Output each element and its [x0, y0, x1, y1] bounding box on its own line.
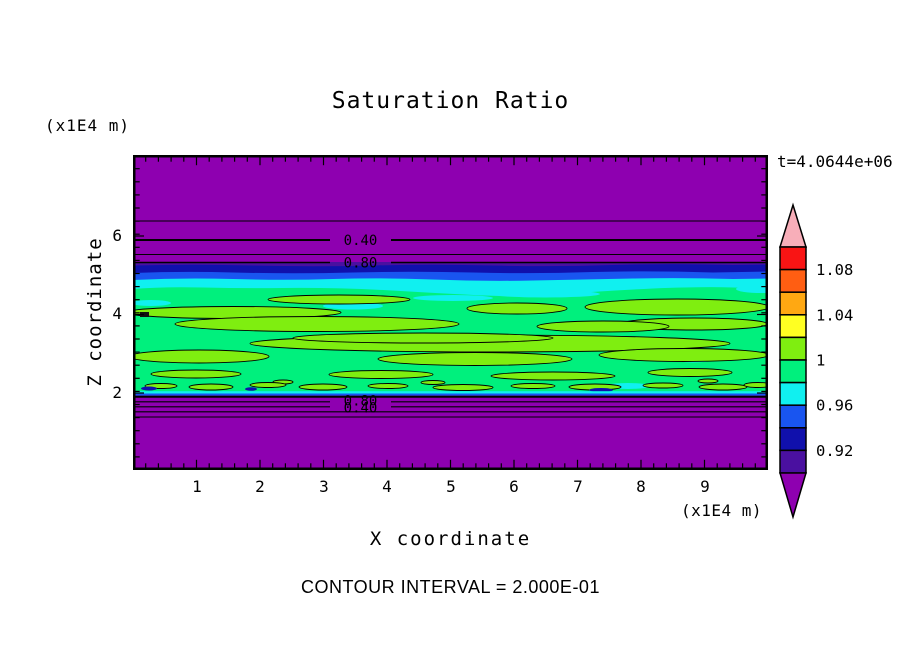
x-tick-label-5: 5	[446, 477, 456, 496]
contour-label-upper-080: 0.80	[344, 256, 378, 272]
timestamp-label: t=4.0644e+06	[777, 152, 893, 171]
x-tick-label-2: 2	[255, 477, 265, 496]
x-axis-title: X coordinate	[369, 528, 532, 550]
colorbar-segment	[779, 336, 807, 361]
x-tick-label-8: 8	[636, 477, 646, 496]
colorbar-segment	[779, 291, 807, 316]
lower-under-range	[133, 395, 768, 470]
contour-lines	[133, 220, 768, 418]
x-tick-label-9: 9	[700, 477, 710, 496]
y-axis-unit-label: (x1E4 m)	[45, 116, 131, 135]
contour-interval-note: CONTOUR INTERVAL = 2.000E-01	[301, 577, 600, 597]
x-tick-label-7: 7	[573, 477, 583, 496]
y-tick-label-6: 6	[112, 226, 122, 245]
contour-label-lower-080: 0.80	[344, 394, 378, 410]
y-tick-label-4: 4	[112, 304, 122, 323]
colorbar-segment	[779, 268, 807, 293]
contour-label-upper-040: 0.40	[344, 233, 378, 249]
colorbar-segment	[779, 404, 807, 429]
x-tick-label-4: 4	[382, 477, 392, 496]
colorbar-segment	[779, 449, 807, 474]
chartreuse-lenses	[133, 294, 768, 391]
y-tick-label-2: 2	[112, 383, 122, 402]
colorbar-tick-label: 1.08	[816, 261, 853, 279]
contour-field	[133, 155, 768, 470]
colorbar-segment	[779, 427, 807, 452]
colorbar-segment	[779, 381, 807, 406]
lower-blue-stripe	[133, 393, 768, 396]
axis-ticks	[135, 157, 766, 468]
colorbar: 1.08 1.04 1 0.96 0.92	[778, 202, 853, 520]
contour-label-lower-040: 0.40	[344, 401, 378, 417]
x-tick-label-3: 3	[319, 477, 329, 496]
x-tick-label-1: 1	[192, 477, 202, 496]
colorbar-under-arrow	[778, 472, 808, 520]
colorbar-segment	[779, 314, 807, 339]
chart-title: Saturation Ratio	[331, 88, 570, 114]
colorbar-tick-label: 1.04	[816, 306, 853, 324]
colorbar-tick-label: 1	[816, 352, 825, 370]
colorbar-over-arrow	[778, 202, 808, 248]
colorbar-tick-label: 0.92	[816, 442, 853, 460]
x-tick-label-6: 6	[509, 477, 519, 496]
colorbar-segment	[779, 359, 807, 384]
x-axis-unit-label: (x1E4 m)	[681, 501, 763, 520]
contour-plot: 0.40 0.80 0.80 0.40	[133, 155, 768, 470]
colorbar-segment	[779, 246, 807, 271]
colorbar-tick-label: 0.96	[816, 397, 853, 415]
lower-cyan-stripe	[133, 391, 768, 394]
dark-specks	[140, 312, 613, 392]
plot-border	[133, 155, 768, 470]
